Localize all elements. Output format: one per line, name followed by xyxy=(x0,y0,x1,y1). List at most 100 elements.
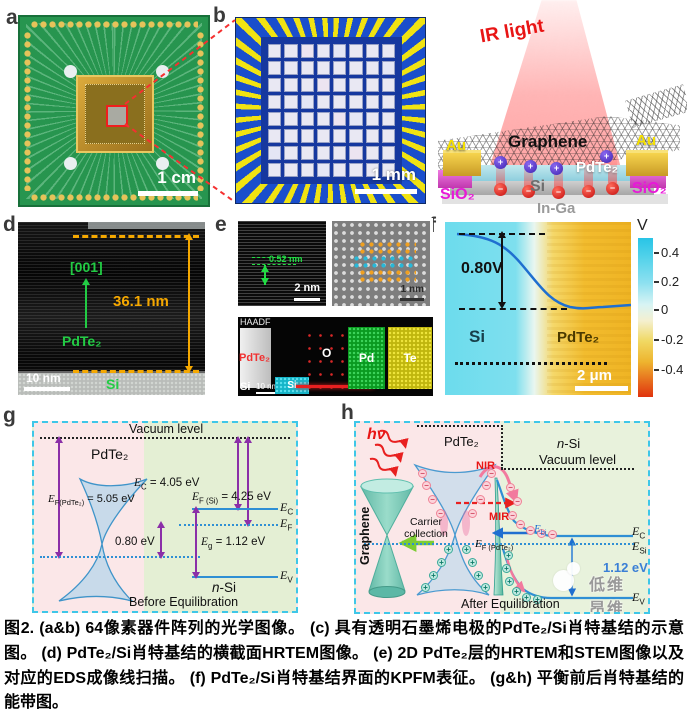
sio2-label-left: SiO₂ xyxy=(440,186,475,203)
pixel-cell xyxy=(365,44,379,58)
stem-atomic-image: 1 nm xyxy=(332,221,430,306)
pixel-cell xyxy=(300,112,314,126)
pixel-cell xyxy=(316,146,330,160)
charge-glow xyxy=(524,160,533,188)
electron: − xyxy=(526,526,535,535)
au-label-right: Au xyxy=(636,132,656,149)
ef-pdte2-label: EF (PdTe₂) xyxy=(475,538,514,553)
hole: + xyxy=(444,545,453,554)
haadf-bright-film xyxy=(240,328,271,388)
ec-value-label: EC = 4.05 eV xyxy=(134,477,200,492)
pixel-cell xyxy=(316,78,330,92)
pixel-cell xyxy=(300,146,314,160)
pixel-cell xyxy=(381,146,395,160)
scale-bar xyxy=(24,387,70,391)
scale-bar xyxy=(355,189,417,194)
positive-charge: + xyxy=(550,162,563,175)
electron: − xyxy=(548,530,557,539)
si-substrate xyxy=(18,371,205,395)
bandgap-label: 1.12 eV xyxy=(603,560,648,575)
spacing-dash xyxy=(252,264,296,265)
pixel-cell xyxy=(316,44,330,58)
si-label: Si xyxy=(469,327,486,346)
si-corner-label: Si xyxy=(240,381,251,393)
n-si-label: n-Si xyxy=(557,436,581,451)
pixel-cell xyxy=(284,146,298,160)
pixel-cell xyxy=(284,44,298,58)
pixel-cell xyxy=(381,61,395,75)
vacuum-level-line xyxy=(40,437,290,439)
crystal-axis-arrow xyxy=(85,284,87,328)
pixel-cell xyxy=(333,95,347,109)
array-region xyxy=(261,37,402,184)
pixel-cell xyxy=(268,112,282,126)
dirac-cones xyxy=(58,477,148,603)
negative-charge: − xyxy=(582,185,595,198)
barrier-label: 0.80 eV xyxy=(115,536,155,548)
fermi-level-line xyxy=(364,543,634,545)
pixel-cell xyxy=(284,78,298,92)
pixel-cell xyxy=(268,95,282,109)
vacuum-level-label: Vacuum level xyxy=(539,452,617,467)
electron: − xyxy=(513,497,522,506)
pixel-cell xyxy=(268,163,282,177)
watermark-logo xyxy=(553,562,587,592)
figure-caption: 图2. (a&b) 64像素器件阵列的光学图像。 (c) 具有透明石墨烯电极的P… xyxy=(4,620,684,712)
colorbar xyxy=(638,238,653,397)
colorbar-tick xyxy=(654,281,659,283)
scale-bar xyxy=(400,298,424,301)
ev-label: EV xyxy=(280,568,293,585)
pcb-pads-bottom xyxy=(30,193,198,202)
ev-label: EV xyxy=(632,590,645,607)
kpfm-map: 0.80V Si PdTe₂ 2 μm xyxy=(445,222,631,395)
pixel-cell xyxy=(349,129,363,143)
pdte2-label: PdTe₂ xyxy=(557,329,600,346)
ef-pdte2-line xyxy=(40,556,200,558)
potential-profile-curve xyxy=(456,232,631,310)
pixel-cell xyxy=(284,163,298,177)
te-atom-overlay xyxy=(352,255,414,269)
pixel-cell xyxy=(300,44,314,58)
pixel-cell xyxy=(268,44,282,58)
thickness-dash-top xyxy=(73,235,199,238)
panel-e-hrtem-stem-eds: 0.52 nm 2 nm 1 nm HAADF PdTe₂ Si 10 nm S… xyxy=(229,218,433,398)
electron-affinity-arrow xyxy=(237,442,239,505)
si-eds-band: Si xyxy=(275,377,309,394)
pixel-cell xyxy=(284,129,298,143)
thickness-arrow xyxy=(188,239,190,367)
pixel-cell xyxy=(349,61,363,75)
electron: − xyxy=(537,529,546,538)
pixel-cell xyxy=(365,163,379,177)
electron: − xyxy=(428,495,437,504)
panel-label-e: e xyxy=(215,213,227,236)
ev-line xyxy=(192,576,278,578)
scale-label: 10 nm xyxy=(256,382,279,391)
pixel-cell xyxy=(300,95,314,109)
panel-g-band-diagram-before: Vacuum level PdTe₂ EF(PdTe₂) = 5.05 eV E… xyxy=(32,421,298,613)
lower-level-dash xyxy=(459,308,567,310)
pixel-cell xyxy=(365,61,379,75)
pdte2-label: PdTe₂ xyxy=(62,333,102,349)
hole: + xyxy=(533,595,542,604)
pcb-hole xyxy=(64,65,77,78)
watermark-text: 低维 昂维 xyxy=(589,577,626,614)
pcb-pads-top xyxy=(30,20,198,29)
electron: − xyxy=(436,509,445,518)
pixel-cell xyxy=(300,163,314,177)
positive-charge: + xyxy=(524,160,537,173)
pcb-pads-right xyxy=(196,31,205,191)
o-label: O xyxy=(322,346,332,360)
built-in-field-label: Ebi xyxy=(534,523,547,538)
pixel-cell xyxy=(316,61,330,75)
pixel-cell xyxy=(333,146,347,160)
spacing-dash xyxy=(252,257,296,258)
ec-line xyxy=(192,508,278,510)
work-function-arrow-si xyxy=(247,442,249,521)
hole: + xyxy=(437,558,446,567)
hole: + xyxy=(481,583,490,592)
work-function-arrow-pdte2 xyxy=(58,442,60,553)
pixel-cell xyxy=(316,129,330,143)
negative-charge: − xyxy=(606,182,619,195)
hole: + xyxy=(429,571,438,580)
panel-a-pcb-photo: 1 cm xyxy=(18,15,210,207)
